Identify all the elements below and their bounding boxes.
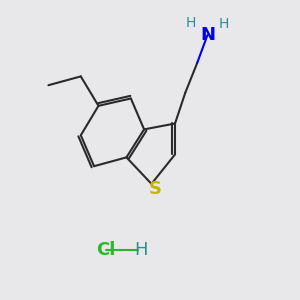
Text: H: H <box>134 241 148 259</box>
Text: H: H <box>218 17 229 31</box>
Text: Cl: Cl <box>96 241 116 259</box>
Text: H: H <box>186 16 196 30</box>
Text: N: N <box>200 26 215 44</box>
Text: S: S <box>148 180 161 198</box>
